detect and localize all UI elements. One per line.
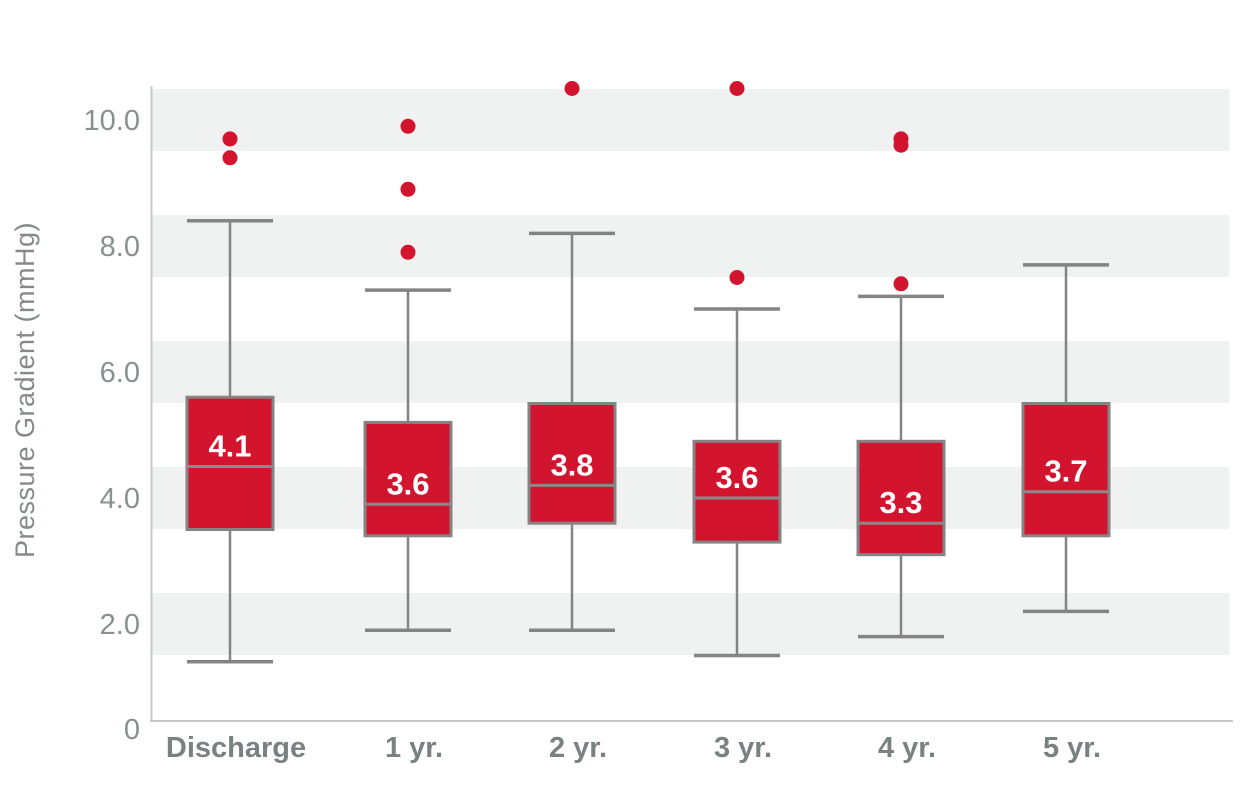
y-axis-title: Pressure Gradient (mmHg) (10, 221, 40, 559)
median-value-label: 3.6 (715, 460, 758, 495)
y-tick-label: 10.0 (84, 105, 140, 137)
outlier-dot (729, 81, 745, 96)
box (1021, 402, 1111, 538)
box (363, 420, 453, 538)
outlier-dot (893, 276, 909, 292)
box-group-2: 3.6 (363, 118, 453, 633)
y-tick-label: 2.0 (100, 609, 140, 641)
median-value-label: 3.7 (1044, 454, 1087, 489)
y-tick-labels: 10.0 8.0 6.0 4.0 2.0 0 (84, 105, 140, 746)
outlier-dot (893, 137, 909, 153)
box (856, 439, 946, 557)
x-tick-label: Discharge (166, 732, 306, 764)
outlier-dot (222, 150, 238, 166)
x-tick-label: 2 yr. (549, 732, 607, 764)
grid-band (151, 593, 1229, 655)
y-tick-label: 4.0 (100, 483, 140, 515)
box (527, 402, 617, 525)
x-tick-labels: Discharge 1 yr. 2 yr. 3 yr. 4 yr. 5 yr. (166, 732, 1101, 764)
box-group-4: 3.6 (692, 81, 782, 658)
outlier-dot (222, 131, 238, 147)
x-tick-label: 5 yr. (1043, 732, 1101, 764)
box-group-6: 3.7 (1021, 263, 1111, 614)
grid-band (151, 215, 1229, 277)
box-group-1: 4.1 (185, 131, 275, 664)
x-tick-label: 1 yr. (385, 732, 443, 764)
median-value-label: 3.6 (386, 466, 429, 501)
x-tick-label: 3 yr. (714, 732, 772, 764)
box (185, 395, 275, 532)
outlier-dot (564, 81, 580, 96)
grid-bands (151, 89, 1229, 655)
outlier-dot (400, 244, 416, 260)
outlier-dot (400, 181, 416, 197)
box-group-3: 3.8 (527, 81, 617, 633)
y-tick-label: 0 (124, 714, 140, 746)
median-value-label: 3.3 (879, 485, 922, 520)
grid-band (151, 89, 1229, 151)
y-tick-label: 6.0 (100, 357, 140, 389)
median-value-label: 3.8 (550, 447, 593, 482)
outlier-dot (400, 118, 416, 134)
box (692, 439, 782, 544)
box-group-5: 3.3 (856, 131, 946, 639)
outlier-dot (729, 270, 745, 285)
x-tick-label: 4 yr. (878, 732, 936, 764)
y-tick-label: 8.0 (100, 231, 140, 263)
median-value-label: 4.1 (208, 429, 251, 464)
grid-band (151, 341, 1229, 403)
